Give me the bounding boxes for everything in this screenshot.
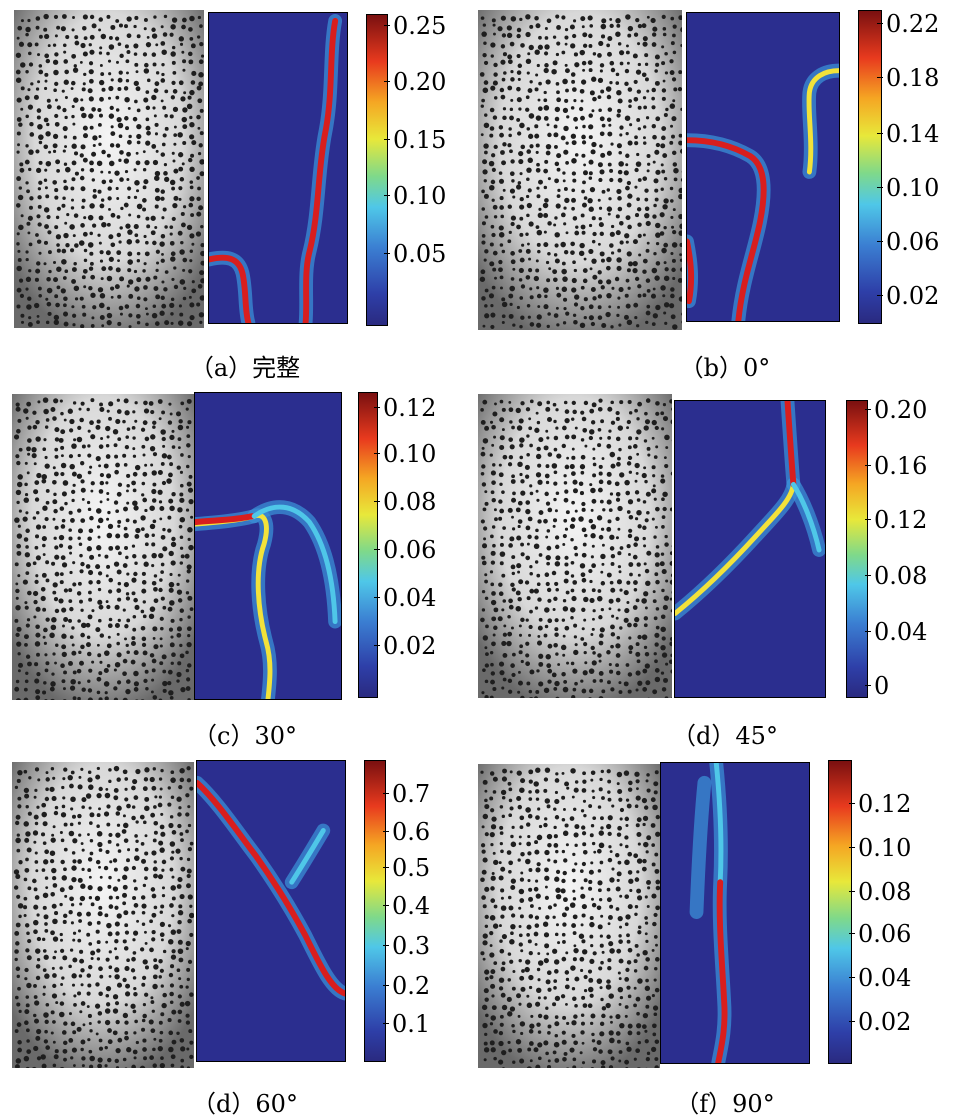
colorbar-a	[366, 14, 388, 326]
caption-d60: （d）60°	[192, 1090, 298, 1118]
colorbar-tick: 0.12	[848, 790, 912, 818]
colorbar-tick: 0.08	[848, 878, 912, 906]
colorbar-c	[358, 392, 378, 698]
colorbar-tick: 0.02	[876, 282, 940, 310]
colorbar-tick: 0.15	[383, 126, 447, 154]
specimen-photo-d60	[12, 762, 194, 1068]
strain-field-d45	[674, 400, 826, 698]
caption-d45: （d）45°	[672, 722, 778, 750]
colorbar-f	[828, 760, 852, 1064]
colorbar-tick: 0	[864, 672, 890, 700]
colorbar-tick: 0.12	[864, 506, 928, 534]
strain-field-f	[660, 762, 810, 1064]
caption-b: （b）0°	[679, 354, 771, 382]
colorbar-tick: 0.22	[876, 10, 940, 38]
colorbar-d45	[846, 400, 868, 698]
colorbar-tick: 0.4	[382, 892, 431, 920]
colorbar-tick: 0.2	[382, 972, 431, 1000]
colorbar-tick: 0.10	[876, 174, 940, 202]
specimen-photo-a	[14, 10, 204, 328]
colorbar-tick: 0.05	[383, 240, 447, 268]
colorbar-tick: 0.02	[373, 632, 437, 660]
colorbar-tick: 0.12	[373, 394, 437, 422]
colorbar-tick: 0.18	[876, 64, 940, 92]
colorbar-tick: 0.08	[864, 562, 928, 590]
colorbar-tick: 0.06	[373, 536, 437, 564]
strain-field-d60	[196, 760, 346, 1062]
strain-field-a	[208, 12, 348, 324]
caption-a: （a）完整	[189, 354, 301, 382]
colorbar-d60	[364, 760, 386, 1062]
specimen-photo-d45	[478, 394, 672, 698]
colorbar-tick: 0.04	[373, 584, 437, 612]
colorbar-tick: 0.3	[382, 932, 431, 960]
colorbar-tick: 0.7	[382, 780, 431, 808]
caption-c: （c）30°	[193, 722, 297, 750]
colorbar-tick: 0.14	[876, 120, 940, 148]
specimen-photo-f	[478, 764, 660, 1068]
strain-field-c	[194, 392, 342, 700]
colorbar-tick: 0.10	[848, 834, 912, 862]
colorbar-tick: 0.04	[864, 618, 928, 646]
colorbar-tick: 0.20	[864, 396, 928, 424]
colorbar-tick: 0.10	[373, 440, 437, 468]
colorbar-tick: 0.04	[848, 964, 912, 992]
colorbar-tick: 0.6	[382, 818, 431, 846]
colorbar-tick: 0.25	[383, 12, 447, 40]
colorbar-tick: 0.06	[876, 228, 940, 256]
colorbar-tick: 0.06	[848, 920, 912, 948]
colorbar-b	[858, 10, 882, 324]
colorbar-tick: 0.08	[373, 488, 437, 516]
colorbar-tick: 0.10	[383, 182, 447, 210]
colorbar-tick: 0.1	[382, 1010, 431, 1038]
colorbar-tick: 0.5	[382, 854, 431, 882]
colorbar-tick: 0.02	[848, 1008, 912, 1036]
strain-field-b	[686, 12, 840, 322]
caption-f: （f）90°	[675, 1090, 775, 1118]
specimen-photo-c	[12, 394, 194, 700]
specimen-photo-b	[478, 10, 682, 330]
colorbar-tick: 0.20	[383, 68, 447, 96]
colorbar-tick: 0.16	[864, 452, 928, 480]
